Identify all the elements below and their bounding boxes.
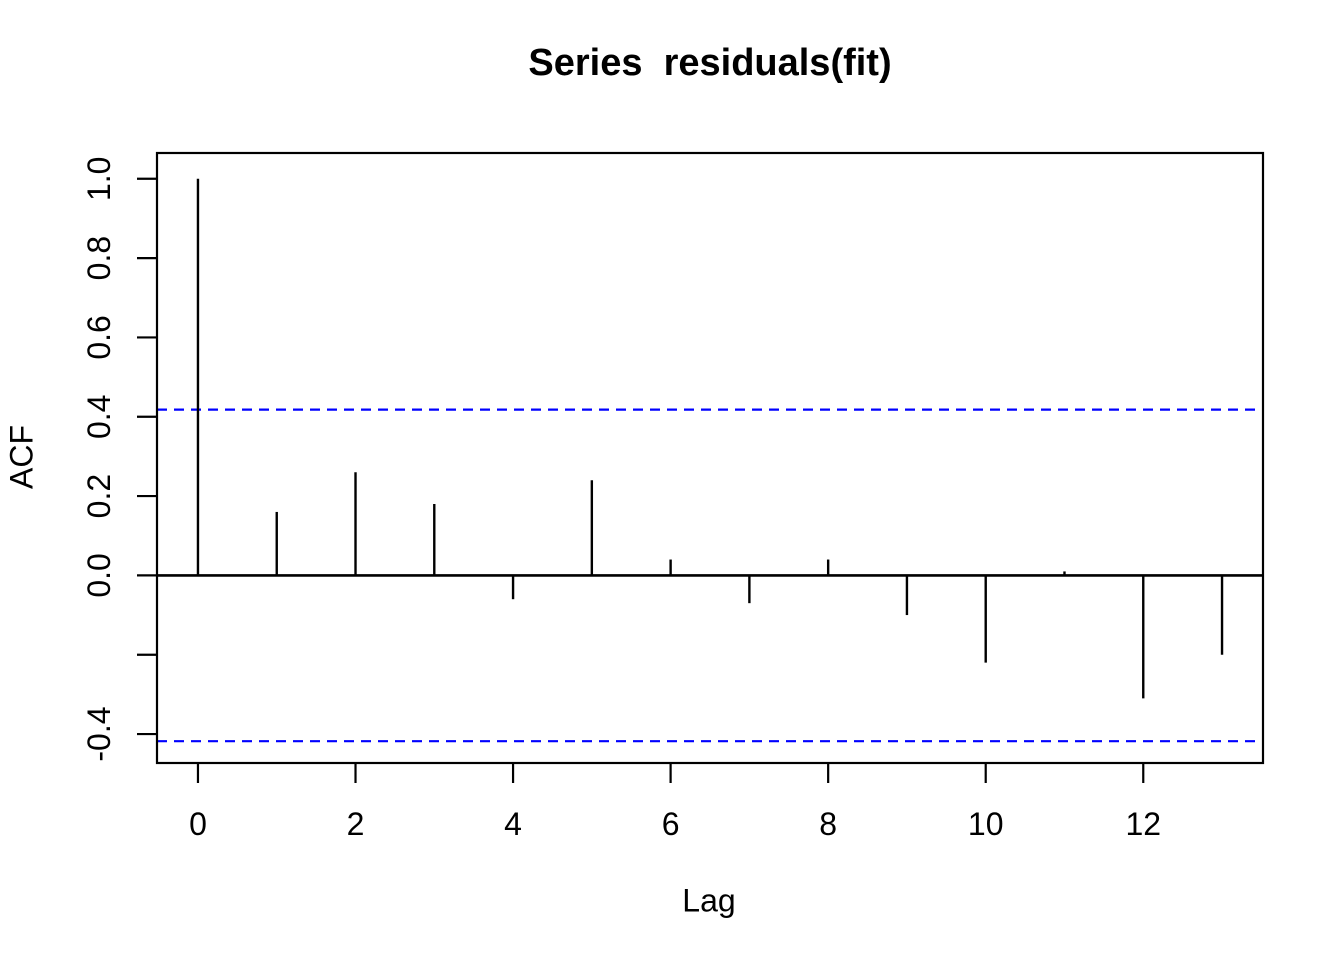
y-tick-label-0.4: 0.4 bbox=[81, 395, 117, 439]
x-tick-label-0: 0 bbox=[189, 806, 207, 842]
y-tick-label-0.0: 0.0 bbox=[81, 553, 117, 597]
x-tick-label-12: 12 bbox=[1125, 806, 1161, 842]
x-tick-label-4: 4 bbox=[504, 806, 522, 842]
x-axis-title: Lag bbox=[682, 882, 736, 919]
x-tick-label-2: 2 bbox=[347, 806, 365, 842]
y-tick-label-1.0: 1.0 bbox=[81, 157, 117, 201]
chart-title: Series residuals(fit) bbox=[528, 42, 892, 84]
y-tick-label-0.2: 0.2 bbox=[81, 474, 117, 518]
x-tick-label-10: 10 bbox=[968, 806, 1004, 842]
y-tick-label-0.8: 0.8 bbox=[81, 236, 117, 280]
y-tick-label-0.6: 0.6 bbox=[81, 315, 117, 359]
y-tick-label--0.4: -0.4 bbox=[81, 706, 117, 761]
x-tick-label-6: 6 bbox=[662, 806, 680, 842]
plot-frame bbox=[155, 151, 1265, 765]
x-tick-label-8: 8 bbox=[819, 806, 837, 842]
